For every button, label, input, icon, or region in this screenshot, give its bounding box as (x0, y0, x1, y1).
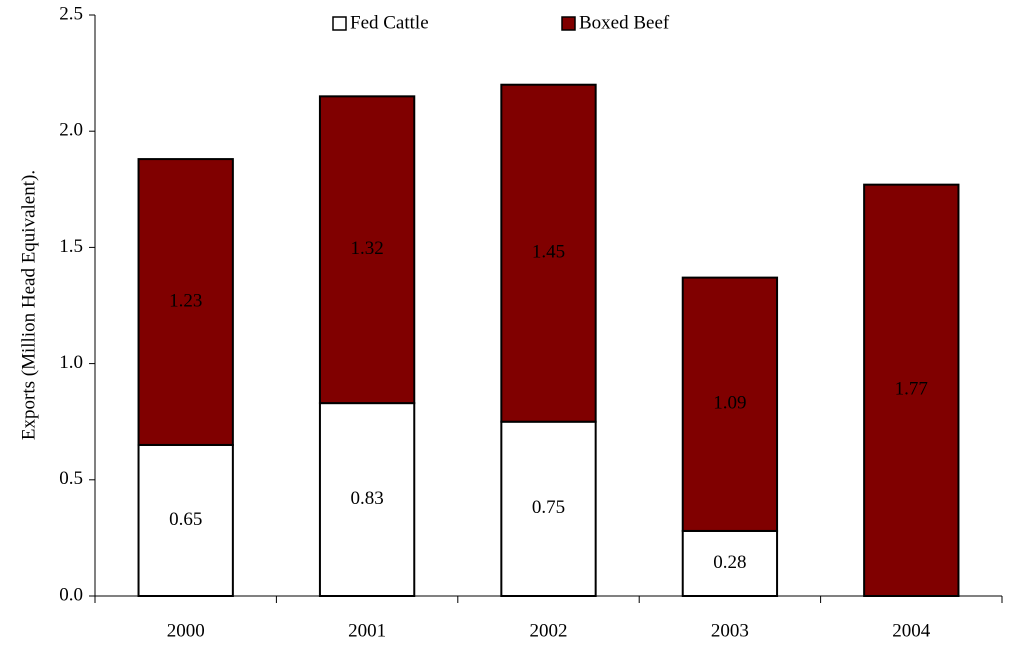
data-label: 0.65 (169, 509, 202, 530)
bar-segment (137, 443, 234, 597)
legend-label: Boxed Beef (579, 12, 670, 33)
bar-segment (318, 95, 416, 405)
y-tick-label: 1.5 (59, 236, 83, 257)
legend-label: Fed Cattle (350, 12, 429, 33)
y-tick-label: 1.0 (59, 352, 83, 373)
y-axis-label: Exports (Million Head Equivalent). (18, 170, 39, 440)
y-tick-label: 0.0 (59, 584, 83, 605)
bar-segment (681, 529, 779, 597)
y-tick-label: 2.5 (59, 3, 83, 24)
bar-segment (318, 402, 416, 597)
y-tick-label: 2.0 (59, 120, 83, 141)
data-label: 1.45 (532, 242, 565, 263)
x-tick-label: 2000 (167, 620, 205, 641)
bar-segment (137, 158, 234, 446)
y-tick-label: 0.5 (59, 468, 83, 489)
bar-segment (500, 83, 597, 423)
data-label: 1.32 (350, 238, 383, 259)
data-label: 1.09 (713, 393, 746, 414)
x-tick-label: 2002 (530, 620, 568, 641)
legend-swatch (561, 16, 576, 31)
data-label: 1.77 (895, 379, 928, 400)
bar-segment (681, 276, 779, 532)
data-label: 0.28 (713, 552, 746, 573)
bar-segment (863, 183, 960, 597)
data-label: 1.23 (169, 290, 202, 311)
x-tick-label: 2001 (348, 620, 386, 641)
data-label: 0.83 (350, 488, 383, 509)
x-tick-label: 2004 (892, 620, 931, 641)
data-label: 0.75 (532, 497, 565, 518)
bar-segment (500, 420, 597, 598)
legend-swatch (332, 16, 347, 31)
x-tick-label: 2003 (711, 620, 749, 641)
